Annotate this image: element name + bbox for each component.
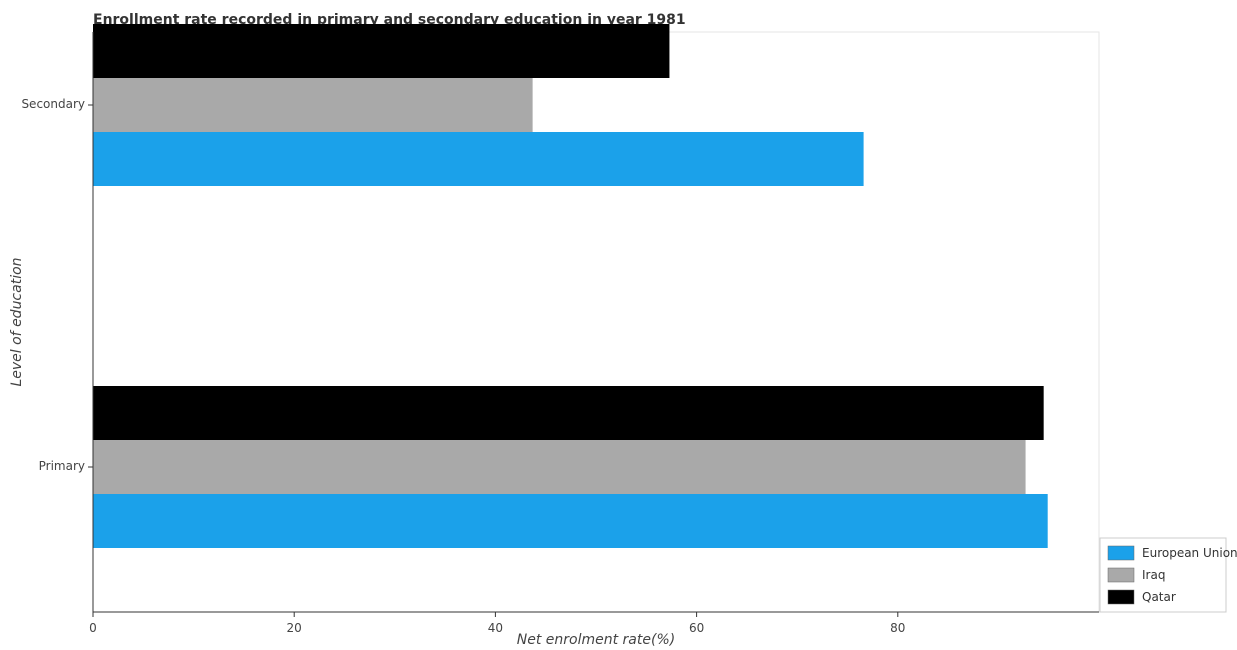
x-tick-label: 80: [890, 621, 905, 635]
bar-secondary-qatar: [93, 24, 670, 78]
x-tick-label: 20: [287, 621, 302, 635]
legend-swatch: [1107, 589, 1135, 605]
legend-swatch: [1107, 545, 1135, 561]
bar-primary-qatar: [93, 386, 1044, 440]
y-tick-label: Primary: [39, 459, 85, 473]
bar-primary-iraq: [93, 440, 1026, 494]
y-ticks-group: Primary Secondary: [21, 97, 93, 473]
bar-primary-european-union: [93, 494, 1048, 548]
x-tick-label: 60: [689, 621, 704, 635]
bars-group: [93, 24, 1048, 548]
legend-label: European Union: [1142, 546, 1237, 560]
legend-swatch: [1107, 567, 1135, 583]
x-axis-label: Net enrolment rate(%): [517, 632, 675, 648]
bar-secondary-iraq: [93, 78, 533, 132]
y-axis-label: Level of education: [9, 257, 25, 386]
x-tick-label: 40: [488, 621, 503, 635]
y-tick-label: Secondary: [21, 97, 85, 111]
x-tick-label: 0: [89, 621, 97, 635]
x-ticks-group: 0 20 40 60 80: [89, 612, 905, 635]
bar-secondary-european-union: [93, 132, 864, 186]
legend: European Union Iraq Qatar: [1099, 537, 1237, 613]
legend-label: Iraq: [1142, 568, 1165, 582]
legend-label: Qatar: [1142, 590, 1176, 604]
